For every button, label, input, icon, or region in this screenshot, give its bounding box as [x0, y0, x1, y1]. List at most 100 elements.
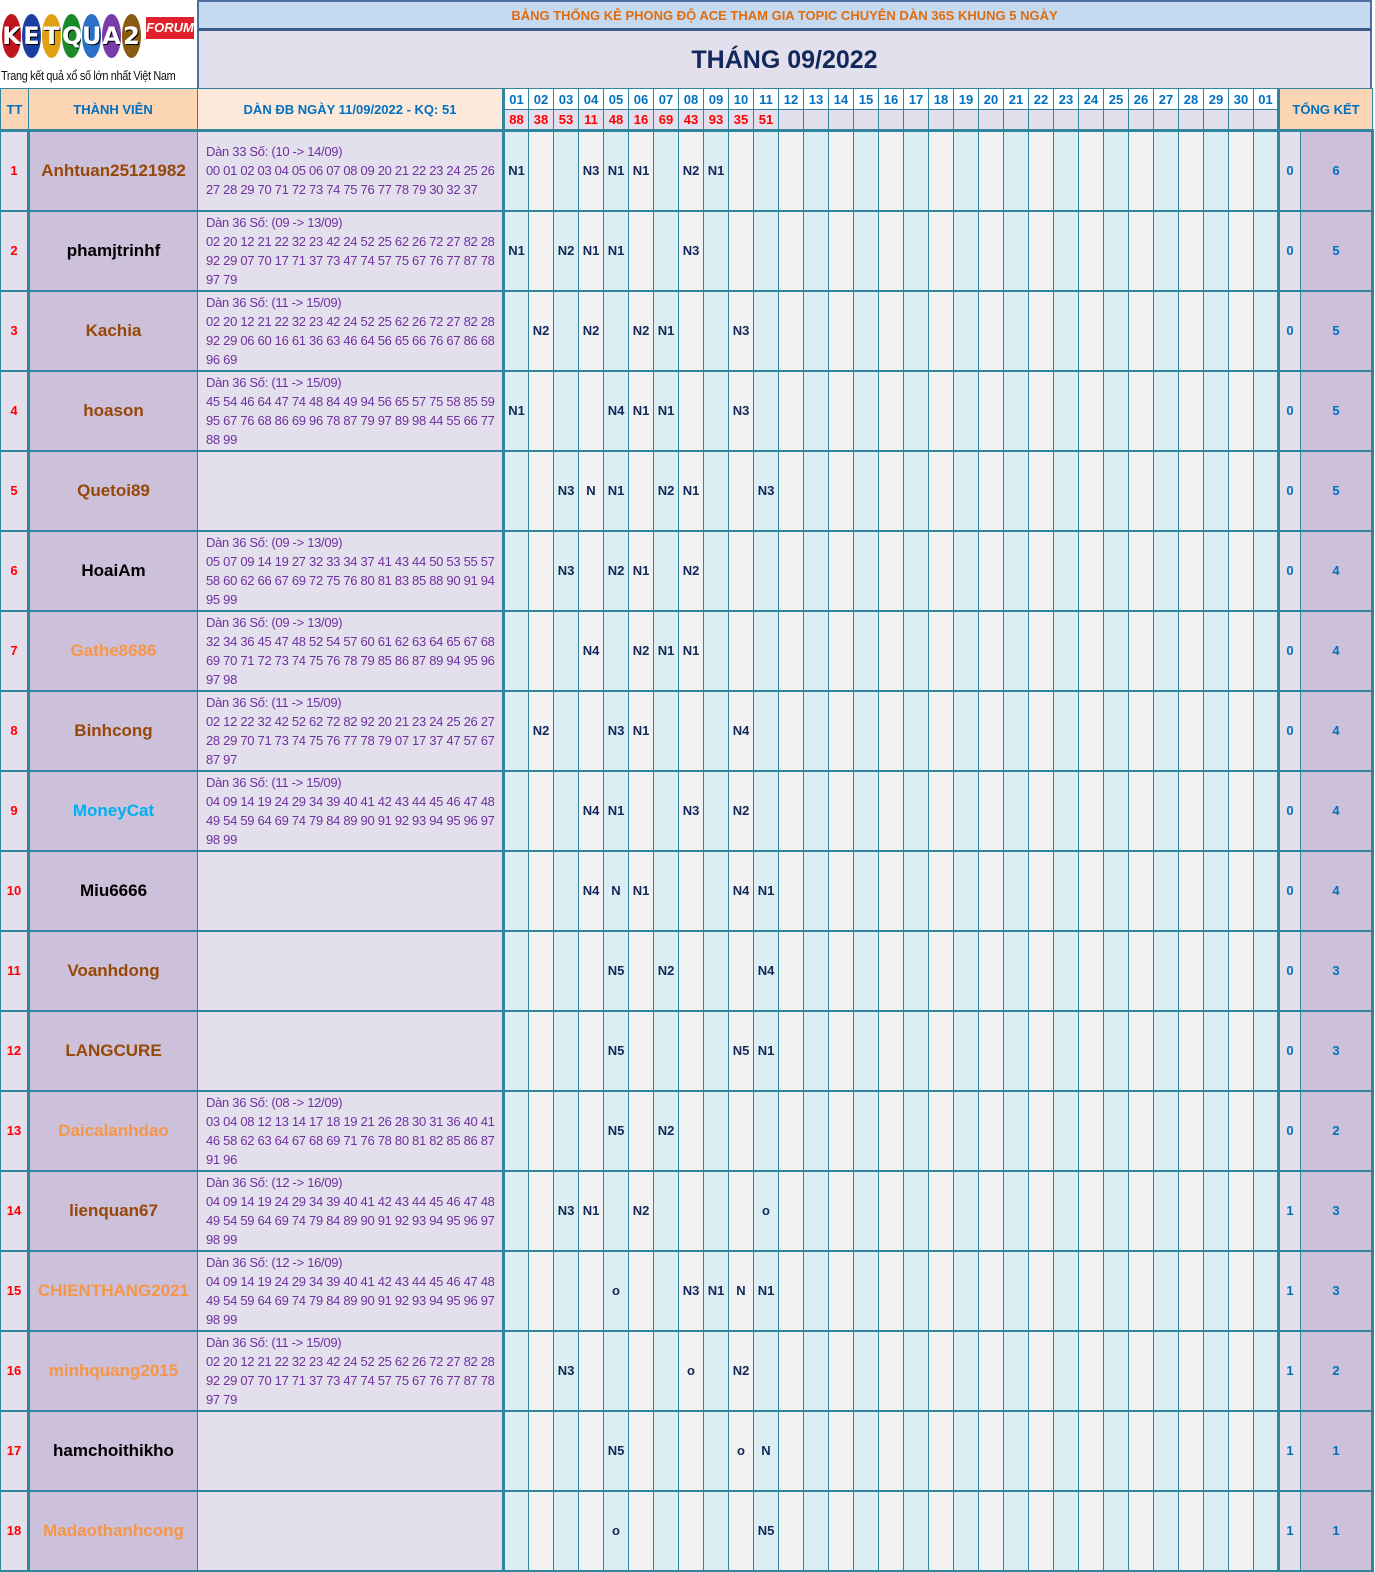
- day-mark: [753, 1330, 779, 1412]
- day-mark: N4: [603, 370, 629, 452]
- day-mark: [1053, 1250, 1079, 1332]
- day-result: 93: [703, 109, 729, 132]
- summary-count-a: 0: [1277, 690, 1301, 772]
- day-mark: [1103, 1010, 1129, 1092]
- day-mark: [1253, 450, 1279, 532]
- day-mark: [1203, 770, 1229, 852]
- day-header: 23: [1053, 88, 1079, 110]
- day-mark: [753, 770, 779, 852]
- day-mark: [1128, 770, 1154, 852]
- row-number: 5: [0, 450, 29, 532]
- day-mark: [1253, 1170, 1279, 1252]
- row-number: 8: [0, 690, 29, 772]
- summary-count-a: 1: [1277, 1490, 1301, 1572]
- day-mark: [1028, 770, 1054, 852]
- day-mark: [1228, 1090, 1254, 1172]
- day-mark: [1178, 210, 1204, 292]
- day-mark: [778, 1170, 804, 1252]
- day-mark: [1178, 1330, 1204, 1412]
- stats-table: TT THÀNH VIÊN DÀN ĐB NGÀY 11/09/2022 - KQ:…: [0, 88, 1374, 1572]
- day-mark: [503, 1330, 529, 1412]
- day-mark: [678, 1090, 704, 1172]
- day-mark: [753, 690, 779, 772]
- day-result: [1103, 109, 1129, 132]
- day-mark: [903, 130, 929, 212]
- day-mark: [828, 610, 854, 692]
- day-mark: [1128, 1010, 1154, 1092]
- day-header: 29: [1203, 88, 1229, 110]
- day-mark: [1203, 450, 1229, 532]
- day-mark: [1153, 850, 1179, 932]
- day-mark: [778, 1490, 804, 1572]
- day-mark: [1028, 850, 1054, 932]
- day-mark: [828, 1250, 854, 1332]
- day-mark: [1228, 1010, 1254, 1092]
- day-mark: [1028, 290, 1054, 372]
- day-mark: [778, 1090, 804, 1172]
- day-mark: [978, 1330, 1004, 1412]
- day-mark: [1103, 610, 1129, 692]
- header-summary: TỔNG KẾT: [1277, 88, 1373, 132]
- logo-tagline: Trang kết quả xổ số lớn nhất Việt Nam: [1, 68, 176, 83]
- day-mark: [803, 1170, 829, 1252]
- day-mark: [853, 210, 879, 292]
- day-result: [1153, 109, 1179, 132]
- day-mark: N1: [503, 370, 529, 452]
- day-mark: [1203, 1250, 1229, 1332]
- day-mark: [628, 1090, 654, 1172]
- dan-numbers: 45 54 46 64 47 74 48 84 49 94 56 65 57 7…: [206, 393, 495, 447]
- summary-count-b: 5: [1300, 450, 1374, 532]
- day-mark: [1153, 290, 1179, 372]
- day-mark: [828, 690, 854, 772]
- day-result: 48: [603, 109, 629, 132]
- day-mark: [728, 130, 754, 212]
- day-mark: [1078, 930, 1104, 1012]
- logo-letter: A: [102, 14, 121, 58]
- day-mark: [703, 210, 729, 292]
- day-mark: [678, 370, 704, 452]
- day-mark: [1228, 210, 1254, 292]
- day-mark: [803, 690, 829, 772]
- day-result: [928, 109, 954, 132]
- day-mark: [553, 610, 579, 692]
- day-header: 28: [1178, 88, 1204, 110]
- day-mark: [1103, 1250, 1129, 1332]
- day-mark: [1253, 1250, 1279, 1332]
- day-mark: [853, 690, 879, 772]
- day-mark: [803, 370, 829, 452]
- row-number: 14: [0, 1170, 29, 1252]
- dan-numbers: 03 04 08 12 13 14 17 18 19 21 26 28 30 3…: [206, 1113, 495, 1167]
- forum-badge: FORUM: [146, 17, 194, 39]
- day-mark: N4: [728, 690, 754, 772]
- day-mark: [528, 1330, 554, 1412]
- day-mark: N2: [728, 770, 754, 852]
- day-result: [1028, 109, 1054, 132]
- dan-numbers: 05 07 09 14 19 27 32 33 34 37 41 43 44 5…: [206, 553, 495, 607]
- day-mark: [1178, 1250, 1204, 1332]
- member-row: 17 hamchoithikho N5 o N 1 1: [0, 1410, 1374, 1492]
- day-result: [1253, 109, 1279, 132]
- day-mark: [953, 1330, 979, 1412]
- summary-count-b: 4: [1300, 850, 1374, 932]
- day-header: 09: [703, 88, 729, 110]
- day-mark: [1003, 1010, 1029, 1092]
- day-mark: [703, 1170, 729, 1252]
- dan-cell: [197, 850, 505, 932]
- member-name: Daicalanhdao: [27, 1090, 198, 1172]
- day-mark: [703, 690, 729, 772]
- day-mark: [1103, 370, 1129, 452]
- day-mark: [978, 1090, 1004, 1172]
- dan-numbers: 02 20 12 21 22 32 23 42 24 52 25 62 26 7…: [206, 233, 495, 287]
- day-result: 53: [553, 109, 579, 132]
- day-mark: [1128, 370, 1154, 452]
- summary-count-a: 1: [1277, 1170, 1301, 1252]
- dan-cell: Dàn 36 Số: (11 -> 15/09) 04 09 14 19 24 2…: [197, 770, 505, 852]
- day-mark: [1228, 290, 1254, 372]
- day-mark: [703, 370, 729, 452]
- day-mark: N1: [753, 850, 779, 932]
- summary-count-b: 2: [1300, 1330, 1374, 1412]
- day-mark: [1153, 770, 1179, 852]
- day-mark: N1: [578, 1170, 604, 1252]
- day-mark: [653, 1490, 679, 1572]
- day-mark: [1153, 450, 1179, 532]
